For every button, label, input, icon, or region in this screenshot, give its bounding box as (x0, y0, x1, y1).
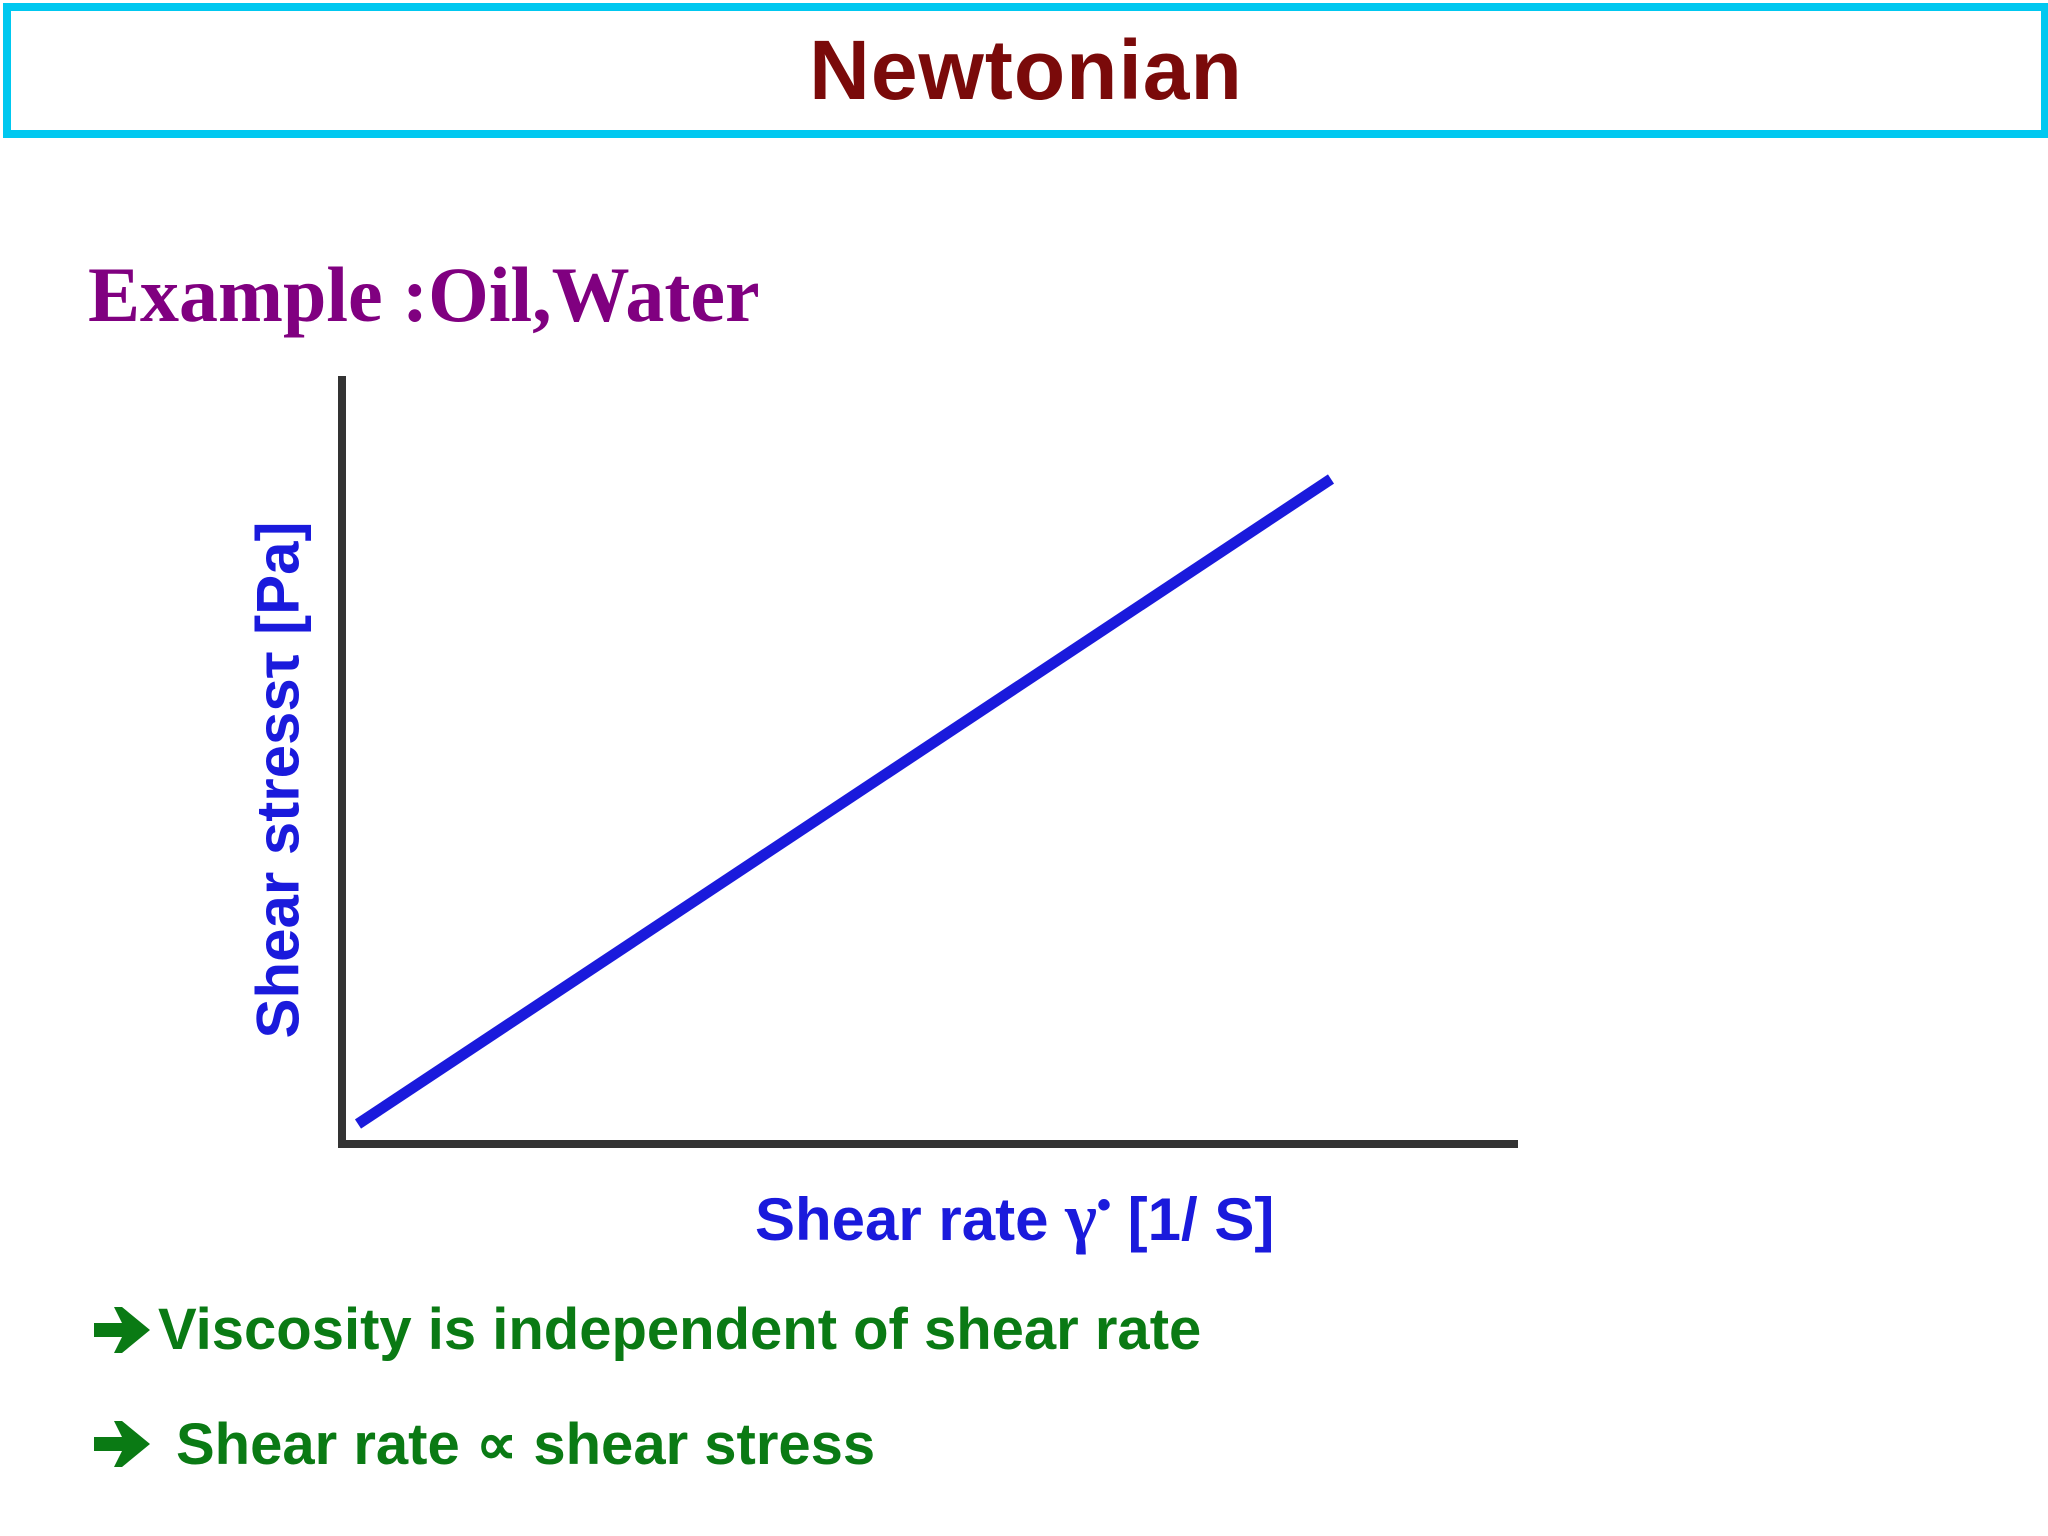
gamma-symbol: γ (1065, 1179, 1097, 1255)
x-axis-label-prefix: Shear rate (755, 1186, 1066, 1253)
gamma-dot: • (1096, 1183, 1111, 1227)
arrow-right-icon (94, 1421, 150, 1467)
page-title: Newtonian (809, 23, 1243, 117)
example-subtitle: Example :Oil,Water (88, 251, 760, 338)
bullet-proportional: Shear rate ∝ shear stress (92, 1410, 875, 1478)
bullet-text: Shear rate ∝ shear stress (176, 1412, 876, 1477)
y-axis-label: Shear stressτ [Pa] (244, 521, 312, 1039)
title-bar: Newtonian (3, 3, 2048, 138)
x-axis-label-suffix: [1/ S] (1111, 1186, 1275, 1253)
x-axis-label: Shear rate γ• [1/ S] (755, 1178, 1274, 1257)
bullet-viscosity: Viscosity is independent of shear rate (92, 1296, 1201, 1363)
arrow-right-icon (94, 1306, 150, 1353)
bullet-text: Viscosity is independent of shear rate (158, 1297, 1202, 1362)
shear-stress-line (354, 474, 1335, 1129)
